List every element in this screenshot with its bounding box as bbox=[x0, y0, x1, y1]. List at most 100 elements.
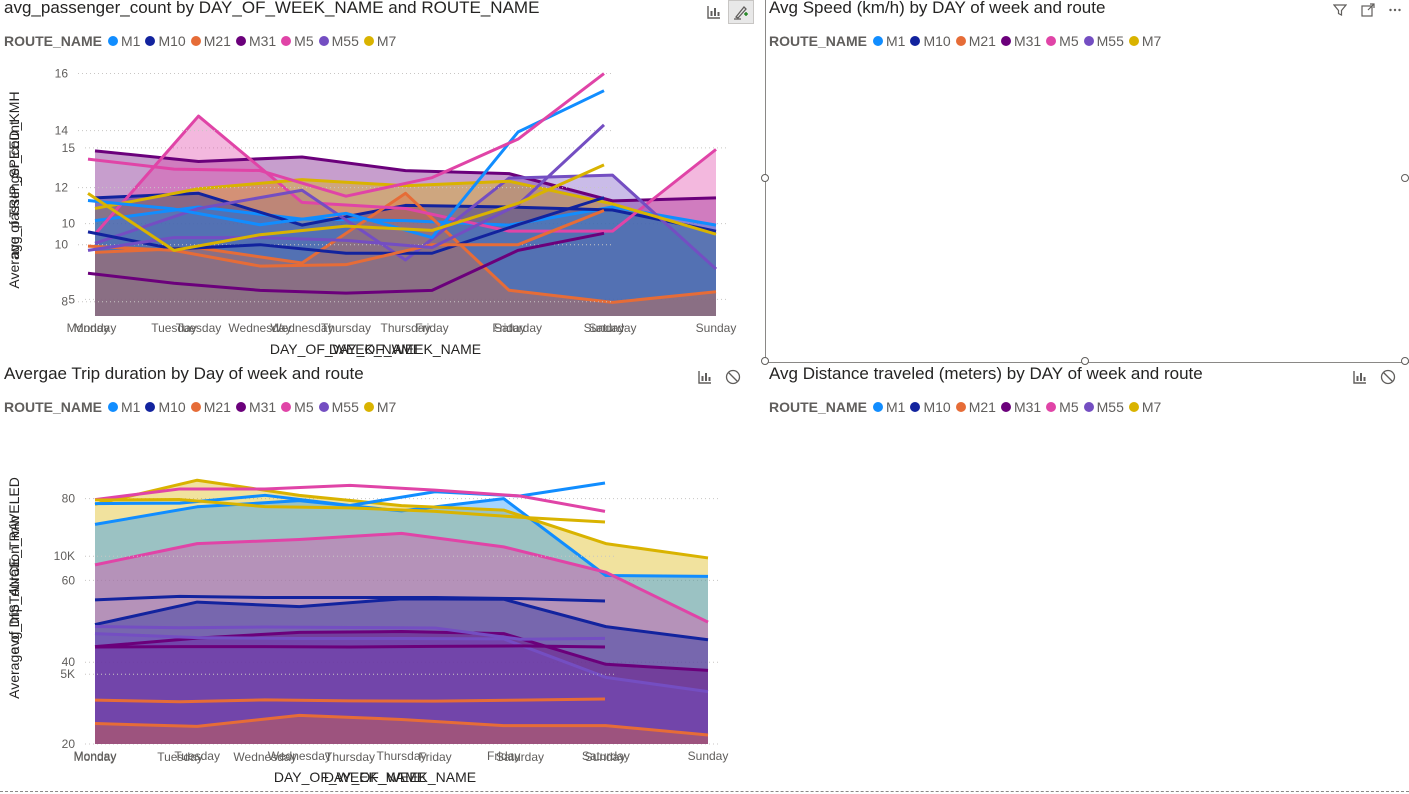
no-filter-icon[interactable] bbox=[724, 368, 742, 386]
legend-label: M10 bbox=[923, 33, 951, 49]
resize-handle[interactable] bbox=[1401, 357, 1409, 365]
series-line-m10[interactable] bbox=[94, 594, 606, 603]
series-line-m7[interactable] bbox=[94, 478, 709, 560]
series-line-m7[interactable] bbox=[87, 163, 605, 252]
legend-item-m10[interactable]: M10 bbox=[145, 399, 186, 415]
legend-item-m10[interactable]: M10 bbox=[910, 33, 951, 49]
legend-marker bbox=[145, 402, 156, 412]
series-line-m21[interactable] bbox=[94, 697, 606, 704]
series-line-m31[interactable] bbox=[94, 149, 717, 203]
legend-item-m10[interactable]: M10 bbox=[145, 33, 186, 49]
passenger-count-visual[interactable]: avg_passenger_count by DAY_OF_WEEK_NAME … bbox=[0, 0, 760, 362]
legend-item-m5[interactable]: M5 bbox=[281, 33, 314, 49]
x-tick-label: Wednesday bbox=[268, 749, 331, 763]
selection-frame bbox=[765, 0, 1409, 363]
visual-table-icon[interactable] bbox=[696, 368, 714, 386]
more-options-icon[interactable] bbox=[1386, 1, 1404, 19]
legend-item-m5[interactable]: M5 bbox=[1046, 399, 1079, 415]
legend-item-m1[interactable]: M1 bbox=[873, 399, 905, 415]
resize-handle[interactable] bbox=[761, 174, 769, 182]
legend-label: M5 bbox=[1059, 399, 1079, 415]
legend-item-m55[interactable]: M55 bbox=[318, 33, 359, 49]
x-tick-label: Saturday bbox=[494, 321, 542, 335]
legend-item-m1[interactable]: M1 bbox=[108, 399, 140, 415]
resize-handle[interactable] bbox=[761, 357, 769, 365]
series-line-m21[interactable] bbox=[94, 713, 709, 737]
x-tick-label: Saturday bbox=[496, 750, 544, 764]
legend-items: M1 M10 M21 M31 M5 M55 M7 bbox=[108, 399, 401, 415]
legend-marker bbox=[955, 36, 966, 46]
series-line-m55[interactable] bbox=[94, 632, 709, 694]
no-filter-icon[interactable] bbox=[1379, 368, 1397, 386]
series-line-m7[interactable] bbox=[94, 178, 717, 236]
legend-item-m1[interactable]: M1 bbox=[108, 33, 140, 49]
legend-marker bbox=[318, 402, 329, 412]
series-line-m10[interactable] bbox=[94, 191, 717, 233]
legend-item-m21[interactable]: M21 bbox=[955, 33, 996, 49]
y-tick-label: 12 bbox=[55, 181, 69, 195]
series-line-m55[interactable] bbox=[94, 173, 718, 271]
resize-handle[interactable] bbox=[1081, 357, 1089, 365]
filter-icon[interactable] bbox=[1331, 1, 1349, 19]
chart-title: avg_passenger_count by DAY_OF_WEEK_NAME … bbox=[4, 0, 540, 17]
trip-duration-visual[interactable]: Avergae Trip duration by Day of week and… bbox=[0, 364, 760, 790]
legend-item-m7[interactable]: M7 bbox=[1128, 33, 1161, 49]
legend-marker bbox=[910, 402, 921, 412]
legend-label: M5 bbox=[294, 33, 314, 49]
x-tick-label: Thursday bbox=[321, 321, 371, 335]
legend-item-m31[interactable]: M31 bbox=[1000, 33, 1041, 49]
x-tick-label: Monday bbox=[74, 749, 117, 763]
legend: ROUTE_NAME M1 M10 M21 M31 M5 M55 M7 bbox=[769, 398, 1166, 416]
series-line-m31[interactable] bbox=[87, 231, 605, 295]
series-line-m5[interactable] bbox=[94, 531, 709, 624]
y-tick-label: 60 bbox=[62, 573, 76, 587]
visual-table-icon[interactable] bbox=[705, 3, 723, 21]
legend-marker bbox=[1128, 36, 1139, 46]
legend-label: M1 bbox=[886, 33, 906, 49]
legend-item-m5[interactable]: M5 bbox=[1046, 33, 1079, 49]
legend-item-m10[interactable]: M10 bbox=[910, 399, 951, 415]
legend-label: M1 bbox=[121, 33, 141, 49]
series-line-m55[interactable] bbox=[94, 625, 606, 641]
legend-item-m55[interactable]: M55 bbox=[1083, 399, 1124, 415]
legend-item-m1[interactable]: M1 bbox=[873, 33, 905, 49]
legend-label: M10 bbox=[158, 33, 186, 49]
legend-marker bbox=[1046, 36, 1057, 46]
x-tick-label: Saturday bbox=[582, 749, 630, 763]
speed-visual[interactable]: Avg Speed (km/h) by DAY of week and rout… bbox=[6, 0, 1409, 365]
format-brush-icon[interactable] bbox=[728, 0, 754, 24]
x-tick-label: Monday bbox=[74, 321, 117, 335]
legend: ROUTE_NAME M1 M10 M21 M31 M5 M55 M7 bbox=[769, 32, 1166, 50]
series-line-m31[interactable] bbox=[94, 644, 606, 649]
legend: ROUTE_NAME M1 M10 M21 M31 M5 M55 M7 bbox=[4, 32, 401, 50]
legend-item-m21[interactable]: M21 bbox=[190, 399, 231, 415]
legend-item-m5[interactable]: M5 bbox=[281, 399, 314, 415]
series-line-m5[interactable] bbox=[87, 72, 605, 198]
x-tick-label: Thursday bbox=[325, 750, 375, 764]
legend-item-m31[interactable]: M31 bbox=[235, 399, 276, 415]
legend-item-m7[interactable]: M7 bbox=[363, 33, 396, 49]
y-tick-label: 80 bbox=[62, 492, 76, 506]
legend-marker bbox=[1046, 402, 1057, 412]
legend-item-m55[interactable]: M55 bbox=[318, 399, 359, 415]
legend-marker bbox=[190, 402, 201, 412]
legend-item-m31[interactable]: M31 bbox=[1000, 399, 1041, 415]
resize-handle[interactable] bbox=[1401, 174, 1409, 182]
legend-item-m31[interactable]: M31 bbox=[235, 33, 276, 49]
series-line-m7[interactable] bbox=[94, 498, 606, 524]
legend-item-m21[interactable]: M21 bbox=[955, 399, 996, 415]
series-line-m1[interactable] bbox=[87, 89, 605, 240]
distance-visual[interactable]: Avg Distance traveled (meters) by DAY of… bbox=[6, 364, 1409, 790]
legend-item-m55[interactable]: M55 bbox=[1083, 33, 1124, 49]
legend-label: M7 bbox=[1141, 399, 1162, 415]
visual-table-icon[interactable] bbox=[1351, 368, 1369, 386]
x-tick-label: Sunday bbox=[688, 749, 729, 763]
legend-item-m7[interactable]: M7 bbox=[363, 399, 396, 415]
focus-mode-icon[interactable] bbox=[1359, 1, 1377, 19]
legend-item-m7[interactable]: M7 bbox=[1128, 399, 1162, 415]
series-line-m5[interactable] bbox=[93, 114, 717, 236]
series-line-m5[interactable] bbox=[94, 483, 606, 513]
legend-item-m21[interactable]: M21 bbox=[190, 33, 231, 49]
legend-marker bbox=[235, 36, 246, 46]
legend-marker bbox=[363, 36, 374, 46]
